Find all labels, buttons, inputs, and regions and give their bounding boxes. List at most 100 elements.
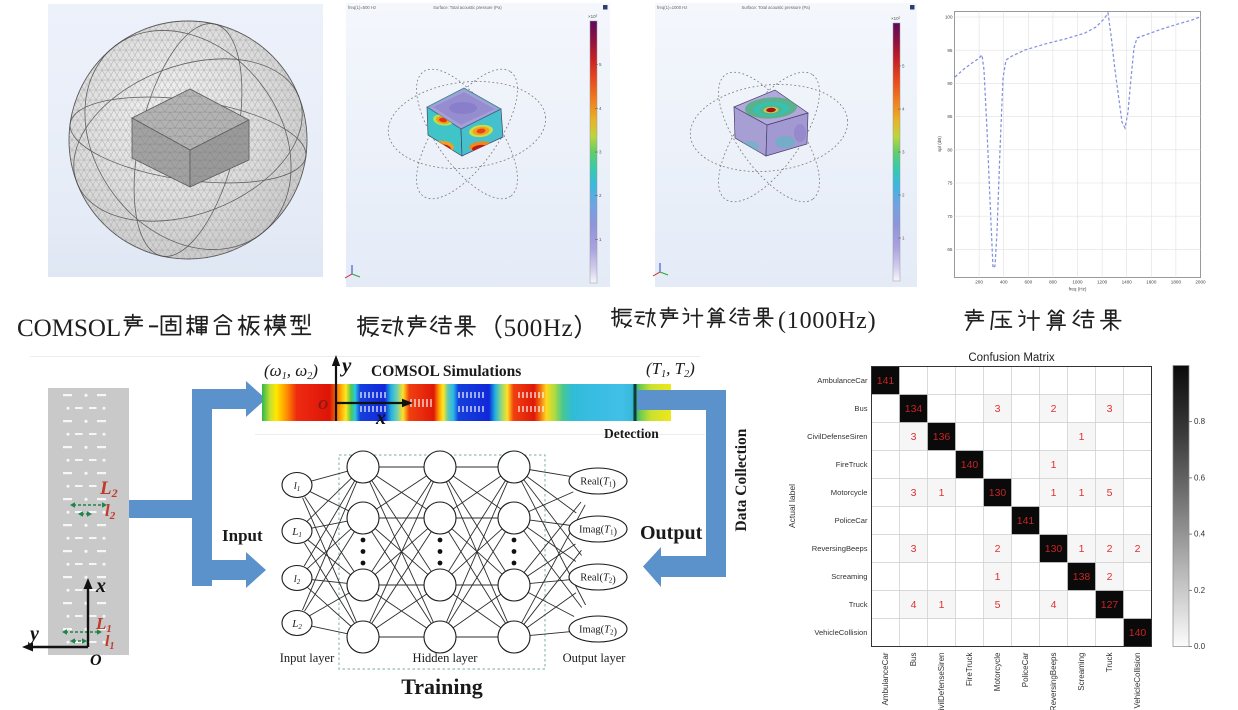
svg-text:Detection: Detection <box>604 426 659 441</box>
svg-text:85: 85 <box>947 114 953 119</box>
svg-text:3: 3 <box>1107 403 1113 415</box>
svg-text:CivilDefenseSiren: CivilDefenseSiren <box>937 653 946 710</box>
svg-text:(ω1, ω2): (ω1, ω2) <box>264 361 318 382</box>
svg-text:Imag(T2): Imag(T2) <box>579 625 617 638</box>
svg-text:600: 600 <box>1024 280 1032 285</box>
svg-text:Data Collection: Data Collection <box>733 428 750 531</box>
svg-text:1: 1 <box>995 571 1001 583</box>
svg-text:(1000Hz): (1000Hz) <box>778 308 876 334</box>
svg-text:3: 3 <box>599 150 602 155</box>
svg-text:O: O <box>318 398 328 413</box>
svg-text:1800: 1800 <box>1171 280 1182 285</box>
svg-text:y: y <box>339 353 352 377</box>
svg-text:×105: ×105 <box>891 16 901 22</box>
svg-text:800: 800 <box>1049 280 1057 285</box>
svg-text:VehicleCollision: VehicleCollision <box>814 628 867 637</box>
svg-text:3: 3 <box>911 543 917 555</box>
svg-text:l2: l2 <box>105 501 116 522</box>
svg-text:VehicleCollision: VehicleCollision <box>1133 653 1142 709</box>
svg-text:138: 138 <box>1073 571 1091 583</box>
svg-text:COMSOL: COMSOL <box>17 315 121 342</box>
svg-text:4: 4 <box>599 106 602 111</box>
svg-text:0.0: 0.0 <box>1194 642 1206 651</box>
svg-text:freq(1)=500 Hz: freq(1)=500 Hz <box>348 5 376 10</box>
svg-text:1200: 1200 <box>1097 280 1108 285</box>
svg-text:1: 1 <box>939 599 945 611</box>
svg-text:141: 141 <box>1017 515 1035 527</box>
svg-text:Surface: Total acoustic pressu: Surface: Total acoustic pressure (Pa) <box>741 5 810 10</box>
svg-text:AmbulanceCar: AmbulanceCar <box>881 652 890 705</box>
svg-text:Truck: Truck <box>849 600 868 609</box>
svg-text:2: 2 <box>1051 403 1057 415</box>
svg-text:x: x <box>375 407 386 429</box>
svg-text:ReversingBeeps: ReversingBeeps <box>1049 653 1058 710</box>
svg-text:1: 1 <box>599 237 602 242</box>
svg-text:1: 1 <box>939 487 945 499</box>
svg-text:COMSOL Simulations: COMSOL Simulations <box>371 363 521 380</box>
svg-text:O: O <box>90 652 102 669</box>
svg-text:Surface: Total acoustic pressu: Surface: Total acoustic pressure (Pa) <box>433 5 502 10</box>
svg-text:1: 1 <box>1051 459 1057 471</box>
svg-text:Bus: Bus <box>854 404 867 413</box>
svg-text:Input: Input <box>222 526 263 545</box>
svg-text:Real(T1): Real(T1) <box>580 477 616 490</box>
svg-text:100: 100 <box>945 15 953 20</box>
svg-text:2000: 2000 <box>1195 280 1206 285</box>
svg-text:Screaming: Screaming <box>1077 653 1086 691</box>
svg-text:130: 130 <box>989 487 1007 499</box>
svg-text:130: 130 <box>1045 543 1063 555</box>
svg-text:4: 4 <box>902 107 905 112</box>
svg-text:l2: l2 <box>294 573 301 586</box>
svg-text:PoliceCar: PoliceCar <box>835 516 868 525</box>
svg-text:x: x <box>95 575 106 597</box>
svg-text:0.6: 0.6 <box>1194 473 1206 482</box>
svg-text:Motorcycle: Motorcycle <box>831 488 868 497</box>
svg-text:3: 3 <box>995 403 1001 415</box>
svg-text:136: 136 <box>933 431 951 443</box>
svg-text:freq(1)=1000 Hz: freq(1)=1000 Hz <box>657 5 687 10</box>
svg-text:1: 1 <box>1079 543 1085 555</box>
svg-text:L1: L1 <box>291 526 302 539</box>
svg-text:FireTruck: FireTruck <box>965 652 974 686</box>
svg-text:1: 1 <box>1079 487 1085 499</box>
svg-text:90: 90 <box>947 81 953 86</box>
svg-text:141: 141 <box>877 375 895 387</box>
svg-text:95: 95 <box>947 48 953 53</box>
svg-text:4: 4 <box>1051 599 1057 611</box>
svg-text:3: 3 <box>902 150 905 155</box>
svg-text:1: 1 <box>1079 431 1085 443</box>
svg-text:2: 2 <box>902 193 905 198</box>
svg-text:PoliceCar: PoliceCar <box>1021 652 1030 687</box>
svg-text:Output layer: Output layer <box>563 651 627 665</box>
svg-text:Training: Training <box>401 674 483 699</box>
svg-text:1000: 1000 <box>1072 280 1083 285</box>
svg-text:Confusion Matrix: Confusion Matrix <box>968 352 1055 364</box>
svg-text:CivilDefenseSiren: CivilDefenseSiren <box>807 432 867 441</box>
svg-text:Real(T2): Real(T2) <box>580 573 616 586</box>
svg-text:1: 1 <box>902 236 905 241</box>
svg-text:spl (dB): spl (dB) <box>937 136 942 152</box>
svg-text:FireTruck: FireTruck <box>836 460 868 469</box>
svg-text:2: 2 <box>1135 543 1141 555</box>
svg-text:×105: ×105 <box>588 14 598 20</box>
svg-text:（500Hz）: （500Hz） <box>478 314 599 342</box>
svg-text:Screaming: Screaming <box>831 572 867 581</box>
svg-text:140: 140 <box>1129 627 1147 639</box>
svg-text:Imag(T1): Imag(T1) <box>579 525 617 538</box>
svg-text:80: 80 <box>947 147 953 152</box>
svg-text:5: 5 <box>902 64 905 69</box>
svg-text:Bus: Bus <box>909 653 918 667</box>
svg-text:Output: Output <box>640 522 703 544</box>
svg-text:3: 3 <box>911 487 917 499</box>
svg-text:ReversingBeeps: ReversingBeeps <box>812 544 868 553</box>
svg-text:5: 5 <box>599 62 602 67</box>
svg-text:l1: l1 <box>105 633 114 652</box>
svg-text:0.2: 0.2 <box>1194 586 1206 595</box>
svg-text:70: 70 <box>947 214 953 219</box>
svg-text:75: 75 <box>947 181 953 186</box>
svg-text:2: 2 <box>995 543 1001 555</box>
svg-text:5: 5 <box>1107 487 1113 499</box>
svg-text:0.4: 0.4 <box>1194 530 1206 539</box>
svg-text:5: 5 <box>995 599 1001 611</box>
svg-text:Input layer: Input layer <box>280 651 335 665</box>
